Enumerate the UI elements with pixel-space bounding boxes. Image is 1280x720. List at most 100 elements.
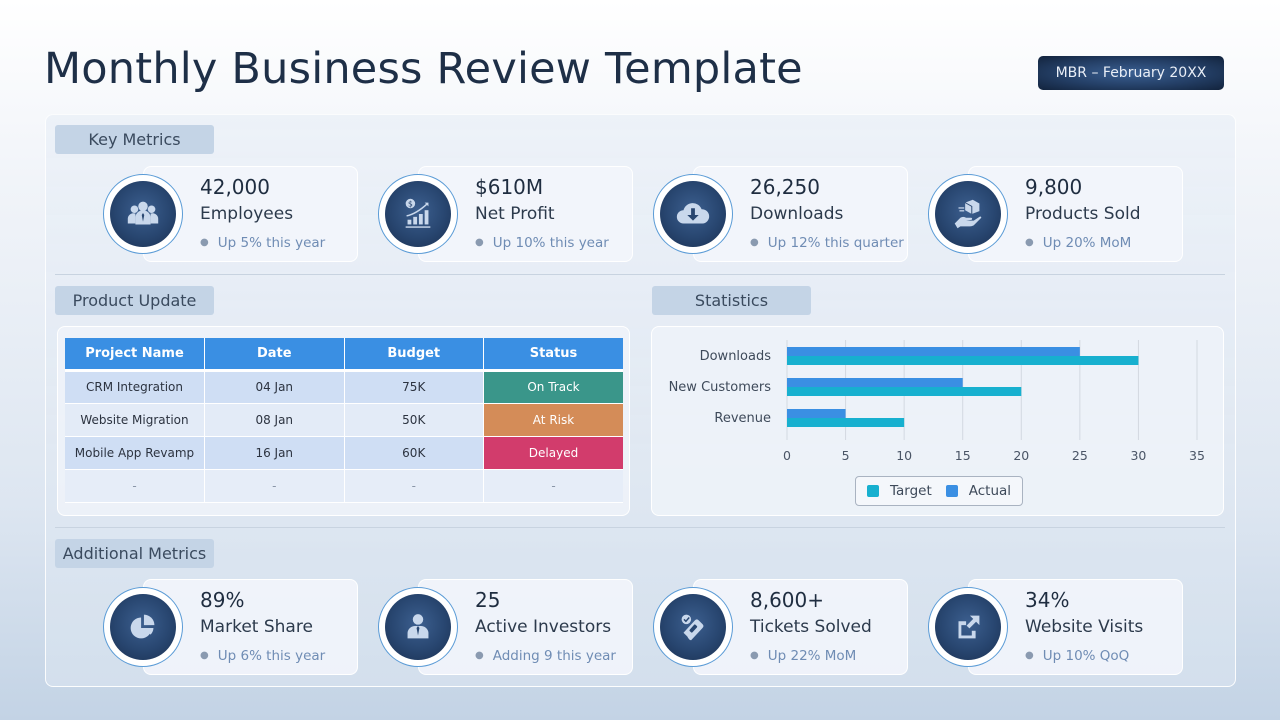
cell-project-name: Mobile App Revamp <box>65 436 205 470</box>
column-header-budget: Budget <box>344 338 484 372</box>
section-key-metrics: Key Metrics <box>55 125 214 154</box>
product-table-card: Project Name Date Budget Status CRM Inte… <box>57 326 630 516</box>
metric-value: 8,600+ <box>750 588 825 612</box>
metric-value: 34% <box>1025 588 1070 612</box>
x-tick-label: 0 <box>783 448 791 463</box>
metric-value: 89% <box>200 588 245 612</box>
people-group-icon <box>127 201 159 225</box>
metric-note: ● Up 12% this quarter <box>750 235 904 251</box>
icon-disc <box>110 181 176 247</box>
column-header-project-name: Project Name <box>65 338 205 372</box>
cell-date: 08 Jan <box>204 403 345 437</box>
metric-label: Tickets Solved <box>750 617 872 637</box>
metric-label: Website Visits <box>1025 617 1144 637</box>
cell-date: 16 Jan <box>204 436 345 470</box>
table-row: - - - - <box>65 469 623 503</box>
icon-disc <box>935 181 1001 247</box>
cell-project-name: Website Migration <box>65 403 205 437</box>
icon-disc <box>935 594 1001 660</box>
bar-target <box>787 387 1022 396</box>
icon-disc <box>660 594 726 660</box>
category-label: Downloads <box>700 349 772 364</box>
metric-note: ● Up 22% MoM <box>750 648 857 664</box>
legend-swatch-actual <box>945 485 958 497</box>
metric-note: ● Up 10% QoQ <box>1025 648 1130 664</box>
businessman-icon <box>407 614 429 639</box>
cell-date: 04 Jan <box>204 370 345 404</box>
x-tick-label: 25 <box>1072 448 1088 463</box>
cell-date: - <box>204 469 345 503</box>
icon-ring <box>653 174 733 254</box>
x-tick-label: 15 <box>955 448 971 463</box>
profit-growth-chart-icon: $ <box>405 198 431 228</box>
cell-status: - <box>483 469 623 503</box>
legend-item-actual: Actual <box>945 483 1011 499</box>
bar-actual <box>787 409 846 418</box>
x-tick-label: 5 <box>842 448 850 463</box>
product-table: Project Name Date Budget Status CRM Inte… <box>65 338 623 503</box>
bar-target <box>787 418 905 427</box>
external-link-icon <box>958 615 980 639</box>
metric-website-visits: 34% Website Visits ● Up 10% QoQ <box>928 579 1183 675</box>
metric-note: ● Up 20% MoM <box>1025 235 1132 251</box>
metric-value: 42,000 <box>200 175 270 199</box>
metric-label: Active Investors <box>475 617 612 637</box>
chart-legend: Target Actual <box>855 476 1023 506</box>
legend-item-target: Target <box>866 483 932 499</box>
page-title: Monthly Business Review Template <box>44 44 803 94</box>
status-badge: Delayed <box>483 436 623 470</box>
metric-value: 26,250 <box>750 175 820 199</box>
status-badge: On Track <box>483 370 623 404</box>
column-header-date: Date <box>204 338 345 372</box>
x-tick-label: 35 <box>1189 448 1205 463</box>
status-badge: At Risk <box>483 403 623 437</box>
metric-products-sold: 9,800 Products Sold ● Up 20% MoM <box>928 166 1183 262</box>
cell-budget: - <box>344 469 484 503</box>
metric-label: Products Sold <box>1025 204 1141 224</box>
table-row: Mobile App Revamp 16 Jan 60K Delayed <box>65 436 623 470</box>
svg-text:$: $ <box>408 199 413 208</box>
metric-value: $610M <box>475 175 544 199</box>
category-label: New Customers <box>669 380 772 395</box>
period-badge: MBR – February 20XX <box>1038 56 1224 90</box>
icon-disc <box>110 594 176 660</box>
bar-actual <box>787 347 1080 356</box>
statistics-chart-card: 0 5 10 15 20 25 30 35 Downloads New Customers Reve… <box>651 326 1224 516</box>
bar-target <box>787 356 1139 365</box>
table-row: Website Migration 08 Jan 50K At Risk <box>65 403 623 437</box>
section-product-update: Product Update <box>55 286 214 315</box>
metric-market-share: 89% Market Share ● Up 6% this year <box>103 579 358 675</box>
icon-ring <box>103 174 183 254</box>
divider <box>55 527 1225 528</box>
icon-ring <box>103 587 183 667</box>
section-statistics: Statistics <box>652 286 811 315</box>
section-additional-metrics: Additional Metrics <box>55 539 214 568</box>
metric-label: Net Profit <box>475 204 555 224</box>
metric-net-profit: $ $610M Net Profit ● Up 10% this year <box>378 166 633 262</box>
cell-project-name: CRM Integration <box>65 370 205 404</box>
metric-tickets-solved: 8,600+ Tickets Solved ● Up 22% MoM <box>653 579 908 675</box>
ticket-check-icon <box>681 614 704 641</box>
metric-label: Market Share <box>200 617 313 637</box>
category-label: Revenue <box>714 411 771 426</box>
metric-downloads: 26,250 Downloads ● Up 12% this quarter <box>653 166 908 262</box>
metric-employees: 42,000 Employees ● Up 5% this year <box>103 166 358 262</box>
bar-chart: 0 5 10 15 20 25 30 35 Downloads New Customers Reve… <box>669 340 1205 463</box>
icon-ring <box>928 587 1008 667</box>
metric-value: 9,800 <box>1025 175 1083 199</box>
x-tick-label: 20 <box>1013 448 1029 463</box>
column-header-status: Status <box>483 338 623 372</box>
bar-actual <box>787 378 963 387</box>
divider <box>55 274 1225 275</box>
table-row: CRM Integration 04 Jan 75K On Track <box>65 370 623 404</box>
icon-ring <box>653 587 733 667</box>
metric-note: ● Up 5% this year <box>200 235 326 251</box>
icon-ring: $ <box>378 174 458 254</box>
metric-value: 25 <box>475 588 501 612</box>
metric-note: ● Up 10% this year <box>475 235 609 251</box>
metric-active-investors: 25 Active Investors ● Adding 9 this year <box>378 579 633 675</box>
legend-swatch-target <box>866 485 879 497</box>
cell-project-name: - <box>65 469 205 503</box>
icon-ring <box>928 174 1008 254</box>
metric-note: ● Up 6% this year <box>200 648 326 664</box>
